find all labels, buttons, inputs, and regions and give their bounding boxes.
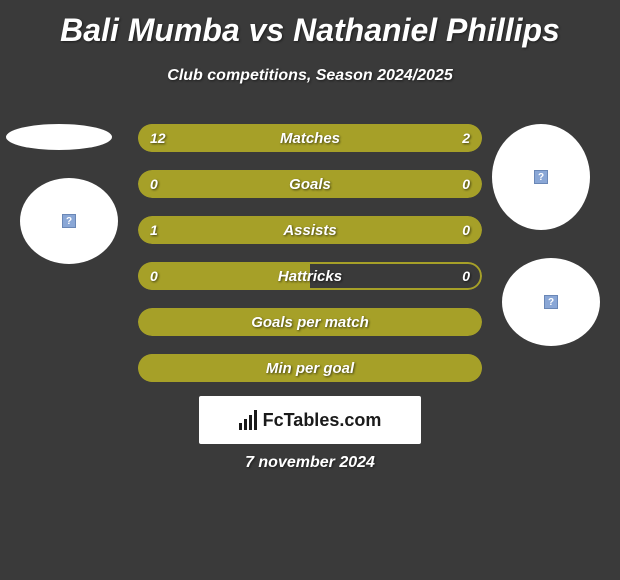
player-right-badge-bottom: ? bbox=[502, 258, 600, 346]
bar-label: Hattricks bbox=[138, 262, 482, 290]
stat-bar: Min per goal bbox=[138, 354, 482, 382]
bar-label: Matches bbox=[138, 124, 482, 152]
stats-bars: 122Matches 00Goals 10Assists 00Hattricks Goa… bbox=[138, 124, 482, 400]
logo-text: FcTables.com bbox=[263, 410, 382, 431]
question-icon: ? bbox=[544, 295, 558, 309]
stat-bar: 00Goals bbox=[138, 170, 482, 198]
bar-label: Assists bbox=[138, 216, 482, 244]
logo: FcTables.com bbox=[239, 410, 382, 431]
logo-chart-icon bbox=[239, 410, 257, 430]
logo-box: FcTables.com bbox=[199, 396, 421, 444]
stat-bar: 10Assists bbox=[138, 216, 482, 244]
question-icon: ? bbox=[62, 214, 76, 228]
bar-label: Goals bbox=[138, 170, 482, 198]
bar-label: Min per goal bbox=[138, 354, 482, 382]
stat-bar: 00Hattricks bbox=[138, 262, 482, 290]
bar-label: Goals per match bbox=[138, 308, 482, 336]
subtitle: Club competitions, Season 2024/2025 bbox=[0, 67, 620, 85]
stat-bar: 122Matches bbox=[138, 124, 482, 152]
date-text: 7 november 2024 bbox=[0, 454, 620, 472]
question-icon: ? bbox=[534, 170, 548, 184]
player-left-ellipse bbox=[6, 124, 112, 150]
page-title: Bali Mumba vs Nathaniel Phillips bbox=[0, 0, 620, 49]
player-right-badge-top: ? bbox=[492, 124, 590, 230]
stat-bar: Goals per match bbox=[138, 308, 482, 336]
player-left-badge: ? bbox=[20, 178, 118, 264]
